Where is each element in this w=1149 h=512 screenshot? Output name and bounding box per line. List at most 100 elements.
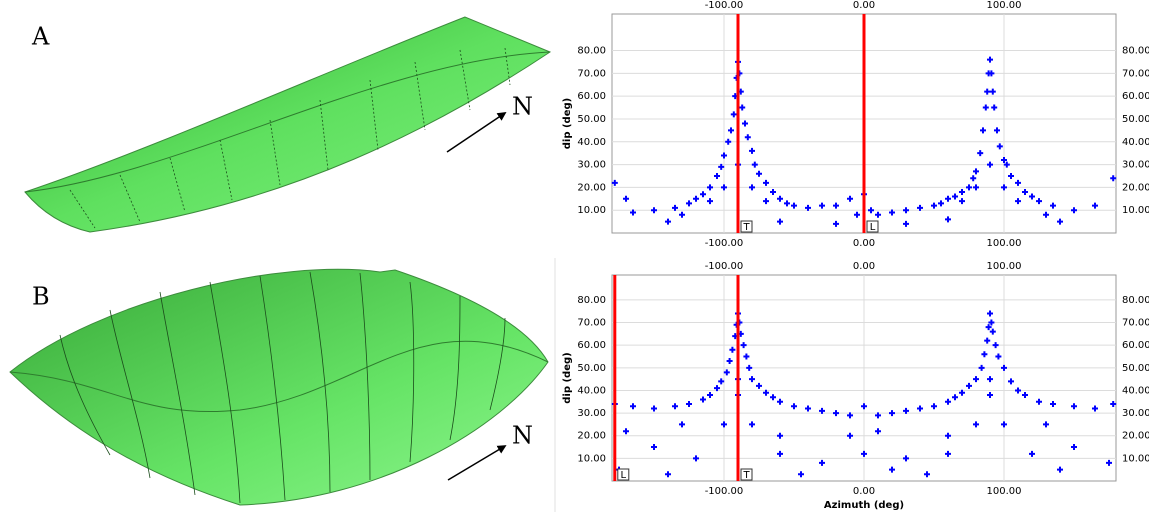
scatter-point bbox=[707, 198, 713, 205]
scatter-point bbox=[725, 138, 732, 145]
y-tick-label: 80.00 bbox=[577, 46, 606, 57]
y-tick-label-right: 70.00 bbox=[1122, 318, 1149, 329]
scatter-point bbox=[686, 401, 692, 408]
x-tick-label: 0.00 bbox=[853, 238, 875, 249]
y-tick-label: 70.00 bbox=[577, 68, 606, 79]
scatter-point bbox=[995, 353, 1002, 360]
scatter-point bbox=[744, 134, 751, 141]
scatter-point bbox=[984, 337, 991, 344]
scatter-point bbox=[985, 324, 992, 331]
scatter-point bbox=[651, 405, 657, 412]
scatter-point bbox=[729, 346, 736, 353]
scatter-point bbox=[777, 218, 783, 225]
scatter-point bbox=[672, 403, 678, 410]
scatter-point bbox=[714, 385, 720, 392]
scatter-point bbox=[966, 382, 972, 389]
scatter-point bbox=[749, 184, 755, 191]
y-tick-label: 50.00 bbox=[577, 114, 606, 125]
y-tick-label-right: 80.00 bbox=[1122, 46, 1149, 57]
scatter-point bbox=[989, 88, 996, 95]
y-tick-label: 80.00 bbox=[577, 295, 606, 306]
scatter-point bbox=[718, 378, 725, 385]
scatter-point bbox=[973, 184, 979, 191]
scatter-point bbox=[875, 211, 881, 218]
scatter-point bbox=[833, 202, 839, 209]
scatter-point bbox=[686, 200, 692, 207]
y-tick-label: 10.00 bbox=[577, 205, 606, 216]
scatter-point bbox=[763, 389, 769, 396]
y-tick-label-right: 50.00 bbox=[1122, 363, 1149, 374]
scatter-point bbox=[679, 211, 685, 218]
scatter-point bbox=[847, 195, 853, 202]
scatter-point bbox=[978, 364, 985, 371]
scatter-point bbox=[707, 184, 713, 191]
scatter-point bbox=[1008, 172, 1014, 179]
scatter-point bbox=[819, 407, 825, 414]
scatter-point bbox=[749, 376, 755, 383]
surface-b bbox=[9, 268, 549, 506]
scatter-point bbox=[973, 376, 979, 383]
scatter-point bbox=[945, 398, 951, 405]
scatter-point bbox=[931, 403, 937, 410]
scatter-point bbox=[861, 403, 867, 410]
scatter-point bbox=[763, 198, 769, 205]
x-tick-label-top: 100.00 bbox=[987, 0, 1022, 11]
y-tick-label: 30.00 bbox=[577, 408, 606, 419]
y-tick-label: 40.00 bbox=[577, 385, 606, 396]
north-label: N bbox=[512, 422, 533, 450]
scatter-point bbox=[903, 407, 909, 414]
scatter-point bbox=[875, 428, 881, 435]
scatter-point bbox=[777, 398, 783, 405]
scatter-point bbox=[651, 207, 657, 214]
scatter-point bbox=[875, 412, 881, 419]
scatter-point bbox=[903, 207, 909, 214]
scatter-point bbox=[665, 471, 671, 478]
scatter-point bbox=[1043, 421, 1049, 428]
x-tick-label-top: -100.00 bbox=[705, 261, 744, 272]
scatter-point bbox=[977, 150, 984, 157]
scatter-point bbox=[854, 211, 860, 218]
scatter-point bbox=[1015, 179, 1021, 186]
y-tick-label-right: 40.00 bbox=[1122, 137, 1149, 148]
scatter-point bbox=[959, 389, 965, 396]
x-tick-label: -100.00 bbox=[705, 486, 744, 497]
scatter-point bbox=[992, 342, 999, 349]
scatter-point bbox=[739, 104, 746, 111]
scatter-point bbox=[1050, 202, 1056, 209]
scatter-point bbox=[623, 195, 629, 202]
scatter-point bbox=[1036, 198, 1042, 205]
north-arrow bbox=[447, 445, 507, 481]
reference-label: T bbox=[742, 222, 750, 233]
scatter-point bbox=[728, 127, 734, 134]
scatter-point bbox=[1071, 444, 1077, 451]
scatter-point bbox=[700, 191, 706, 198]
scatter-point bbox=[889, 209, 895, 216]
scatter-point bbox=[861, 450, 867, 457]
scatter-point bbox=[931, 202, 937, 209]
scatter-point bbox=[746, 364, 753, 371]
scatter-point bbox=[987, 376, 993, 383]
reference-marker bbox=[866, 220, 879, 233]
scatter-point bbox=[991, 104, 998, 111]
x-tick-label: 0.00 bbox=[853, 486, 875, 497]
y-tick-label-right: 10.00 bbox=[1122, 205, 1149, 216]
scatter-point bbox=[987, 56, 993, 63]
scatter-point bbox=[784, 200, 790, 207]
scatter-point bbox=[1001, 421, 1007, 428]
scatter-point bbox=[1092, 202, 1098, 209]
scatter-point bbox=[989, 328, 996, 335]
panel-label: A bbox=[31, 23, 50, 51]
scatter-point bbox=[984, 88, 991, 95]
scatter-point bbox=[994, 127, 1000, 134]
y-tick-label: 60.00 bbox=[577, 91, 606, 102]
scatter-point bbox=[1015, 198, 1021, 205]
x-tick-label-top: 0.00 bbox=[853, 0, 875, 11]
scatter-point bbox=[1057, 466, 1063, 473]
y-axis-title: dip (deg) bbox=[562, 352, 573, 403]
x-tick-label: -100.00 bbox=[705, 238, 744, 249]
y-tick-label-right: 60.00 bbox=[1122, 340, 1149, 351]
scatter-point bbox=[903, 455, 909, 462]
scatter-point bbox=[988, 319, 995, 326]
scatter-point bbox=[777, 432, 783, 439]
scatter-point bbox=[945, 450, 951, 457]
